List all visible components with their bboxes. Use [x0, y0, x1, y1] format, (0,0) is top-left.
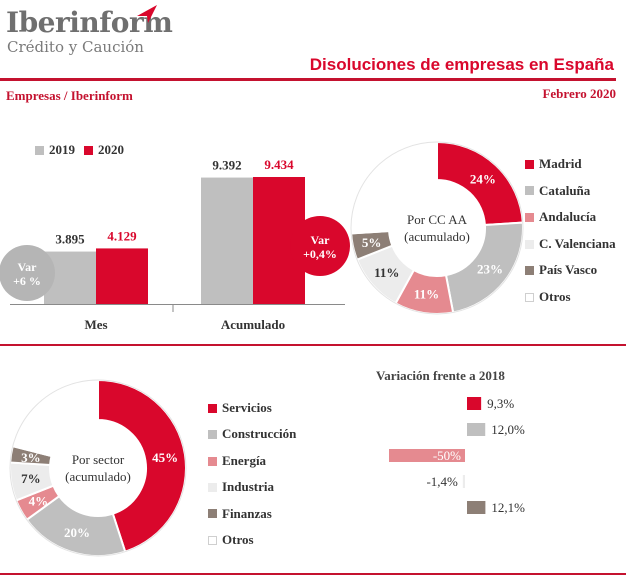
sector-legend: Servicios Construcción Energía Industria… [208, 395, 296, 553]
slice-label: 11% [374, 265, 399, 280]
footer-divider [0, 573, 626, 575]
legend-label: Andalucía [539, 209, 597, 225]
bar-value-label: 9.434 [264, 157, 294, 172]
variation-chart-title: Variación frente a 2018 [376, 368, 505, 383]
legend-swatch [525, 292, 534, 302]
slice-label: 5% [362, 235, 382, 250]
var-badge-acumulado [290, 216, 350, 276]
legend-label: Finanzas [222, 505, 272, 521]
slice-label: 45% [152, 450, 178, 465]
variation-value-label: 12,0% [491, 422, 525, 437]
legend-label: Industria [222, 479, 275, 495]
legend-swatch [208, 403, 217, 413]
legend-swatch [525, 212, 534, 222]
source-label: Empresas / Iberinform [6, 88, 133, 103]
legend-item-andalucia: Andalucía [525, 204, 616, 231]
legend-label: Otros [222, 532, 254, 548]
donut-center-label: (acumulado) [404, 229, 470, 244]
sector-outline [9, 379, 187, 557]
legend-swatch [208, 509, 217, 519]
slice-label: 11% [414, 287, 439, 302]
badge-text: +6 % [13, 274, 41, 288]
legend-swatch [208, 482, 217, 492]
legend-item-construccion: Construcción [208, 421, 296, 447]
legend-label-2020: 2020 [98, 142, 124, 157]
legend-item-servicios: Servicios [208, 395, 296, 421]
variation-bar-energ-a [389, 449, 465, 462]
header-divider [0, 78, 616, 81]
brand-name: Iberinform [6, 6, 173, 39]
legend-item-valenciana: C. Valenciana [525, 231, 616, 258]
variation-bar-construcci-n [467, 423, 486, 436]
bar-mes-2020 [96, 248, 148, 304]
slice-label: 3% [21, 450, 41, 465]
legend-swatch-2019 [35, 145, 44, 155]
legend-item-pais-vasco: País Vasco [525, 257, 616, 284]
variation-bar-servicios [467, 397, 482, 410]
legend-swatch [525, 159, 534, 169]
legend-item-madrid: Madrid [525, 151, 616, 178]
variation-bar-finanzas [467, 501, 486, 514]
badge-text: +0,4% [303, 247, 337, 261]
donut-center-label: Por sector [72, 452, 125, 467]
donut-center-label: Por CC AA [407, 212, 468, 227]
legend-swatch [525, 186, 534, 196]
badge-text: Var [311, 233, 331, 247]
ccaa-legend: Madrid Cataluña Andalucía C. Valenciana … [525, 151, 616, 311]
legend-label: Cataluña [539, 182, 591, 198]
legend-swatch-2020 [84, 145, 93, 155]
legend-label: Construcción [222, 426, 297, 442]
slice-label: 4% [29, 493, 49, 508]
brand-logo: Iberinform [6, 6, 173, 39]
legend-label: Otros [539, 288, 571, 304]
legend-label: País Vasco [539, 262, 598, 278]
legend-label: Energía [222, 452, 267, 468]
legend-swatch [525, 239, 534, 249]
date-label: Febrero 2020 [542, 86, 616, 101]
legend-label-2019: 2019 [49, 142, 75, 157]
legend-item-otros: Otros [525, 284, 616, 311]
donut-chart-sector: 45% 20% 4% 7% 3% Por sector (acumulado) [9, 378, 187, 557]
bar-legend: 2019 2020 [35, 142, 124, 158]
variation-value-label: -1,4% [426, 474, 458, 489]
variation-bar-chart: 9,3% 12,0% -50% -1,4% 12,1% [389, 396, 525, 515]
category-label: Mes [84, 317, 107, 332]
legend-swatch [208, 430, 217, 440]
legend-item-cataluna: Cataluña [525, 178, 616, 205]
legend-swatch [208, 456, 217, 466]
slice-label: 20% [64, 525, 90, 540]
variation-bar-industria [462, 475, 465, 488]
bar-value-label: 3.895 [55, 232, 85, 247]
ccaa-outline [350, 141, 524, 315]
section-divider [0, 344, 626, 346]
donut-chart-ccaa: 24% 23% 11% 11% 5% Por CC AA (acumulado) [350, 140, 524, 315]
variation-value-label: -50% [433, 448, 461, 463]
page-title: Disoluciones de empresas en España [309, 55, 614, 74]
legend-item-otros-sector: Otros [208, 527, 296, 553]
legend-item-finanzas: Finanzas [208, 501, 296, 527]
bar-value-label: 9.392 [212, 158, 241, 173]
var-badge-mes [0, 245, 55, 301]
legend-item-industria: Industria [208, 474, 296, 500]
legend-swatch [208, 535, 217, 545]
brand-subtitle: Crédito y Caución [7, 38, 144, 56]
category-label: Acumulado [221, 317, 285, 332]
slice-label: 23% [477, 262, 503, 277]
slice-label: 24% [470, 172, 496, 187]
legend-swatch [525, 266, 534, 276]
donut-center-label: (acumulado) [65, 469, 131, 484]
legend-label: C. Valenciana [539, 235, 616, 251]
badge-text: Var [18, 260, 38, 274]
bar-value-label: 4.129 [107, 228, 137, 243]
logo-plane-icon [137, 5, 157, 23]
legend-item-energia: Energía [208, 448, 296, 474]
legend-label: Servicios [222, 400, 272, 415]
bar-acumulado-2019 [201, 177, 253, 304]
variation-value-label: 12,1% [491, 500, 525, 515]
variation-value-label: 9,3% [487, 396, 514, 411]
slice-label: 7% [21, 471, 41, 486]
legend-label: Madrid [539, 156, 582, 171]
